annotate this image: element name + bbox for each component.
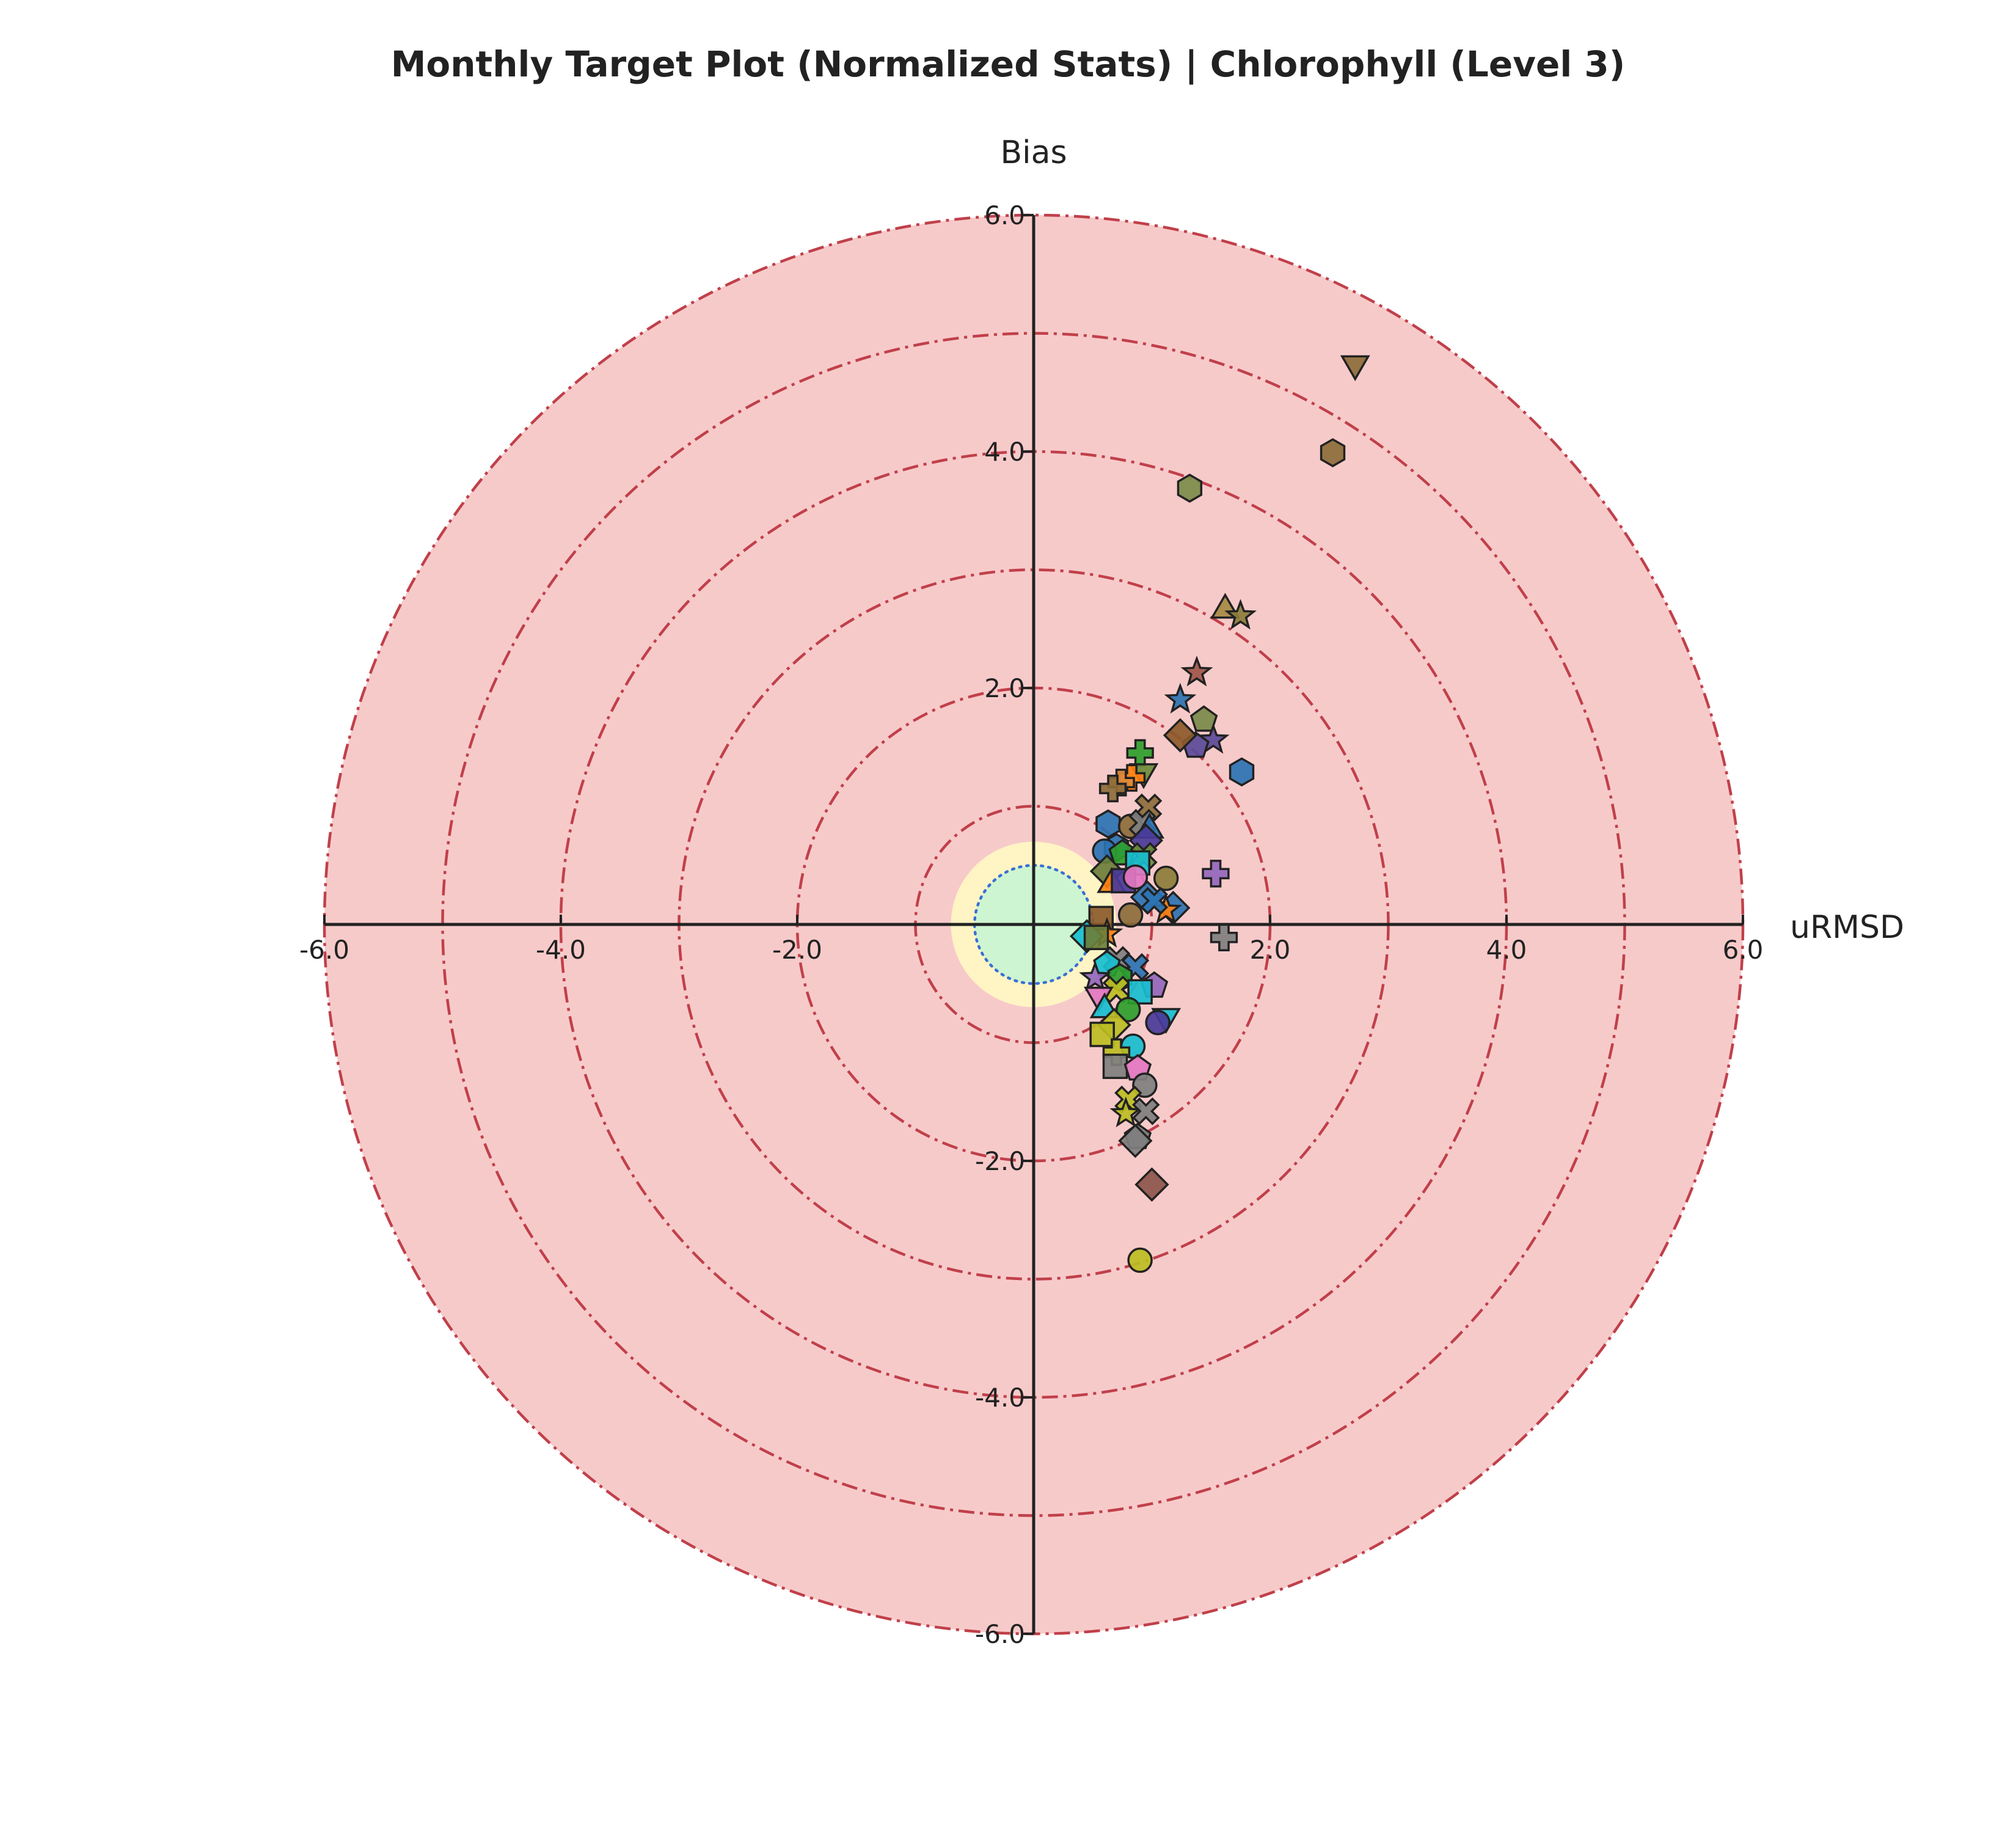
chart-title: Monthly Target Plot (Normalized Stats) |…: [391, 43, 1626, 85]
x-tick-label: 6.0: [1723, 935, 1764, 965]
data-point: [1163, 718, 1198, 753]
data-point: [1189, 705, 1218, 732]
y-axis-label: Bias: [1000, 134, 1067, 171]
y-tick-label: 4.0: [984, 437, 1025, 467]
data-point: [1164, 682, 1197, 714]
data-point: [1140, 887, 1169, 915]
x-tick-label: 2.0: [1250, 935, 1291, 965]
y-tick-label: -6.0: [975, 1619, 1025, 1649]
data-point: [1083, 924, 1109, 951]
y-tick-label: -4.0: [975, 1383, 1025, 1413]
x-tick-label: -4.0: [536, 935, 586, 965]
y-tick-label: -2.0: [975, 1146, 1025, 1176]
data-point: [1102, 1053, 1128, 1079]
data-point: [1197, 723, 1230, 754]
data-point: [1095, 809, 1121, 839]
data-points: [1069, 355, 1370, 1273]
data-point: [1177, 474, 1203, 503]
data-point: [1122, 864, 1149, 890]
data-point: [1145, 1009, 1171, 1036]
data-point: [1153, 865, 1179, 891]
data-point: [1079, 960, 1112, 992]
data-point: [1229, 757, 1255, 787]
data-point: [1202, 860, 1230, 888]
data-point: [1127, 1247, 1153, 1273]
data-point: [1117, 902, 1144, 928]
x-tick-label: 4.0: [1486, 935, 1527, 965]
data-point: [1134, 1167, 1169, 1202]
y-tick-label: 2.0: [984, 673, 1025, 703]
data-point: [1320, 438, 1346, 467]
data-point: [1132, 1097, 1160, 1125]
data-point: [1340, 355, 1370, 381]
data-point: [1098, 774, 1127, 803]
x-tick-label: -6.0: [299, 935, 349, 965]
data-point: [1118, 1124, 1153, 1158]
x-axis-label: uRMSD: [1790, 909, 1904, 946]
x-tick-label: -2.0: [772, 935, 822, 965]
data-point: [1224, 599, 1257, 630]
y-tick-label: 6.0: [984, 200, 1025, 230]
axes: -6.0 -4.0 -2.0 2.0 4.0 6.0 6.0 4.0 2.0 -2.0 -4.0 -6…: [299, 200, 1763, 1649]
data-point: [1089, 1022, 1115, 1047]
data-point: [1180, 656, 1213, 687]
data-point: [1109, 1096, 1142, 1128]
data-point: [1116, 997, 1141, 1023]
data-point: [1210, 923, 1238, 951]
